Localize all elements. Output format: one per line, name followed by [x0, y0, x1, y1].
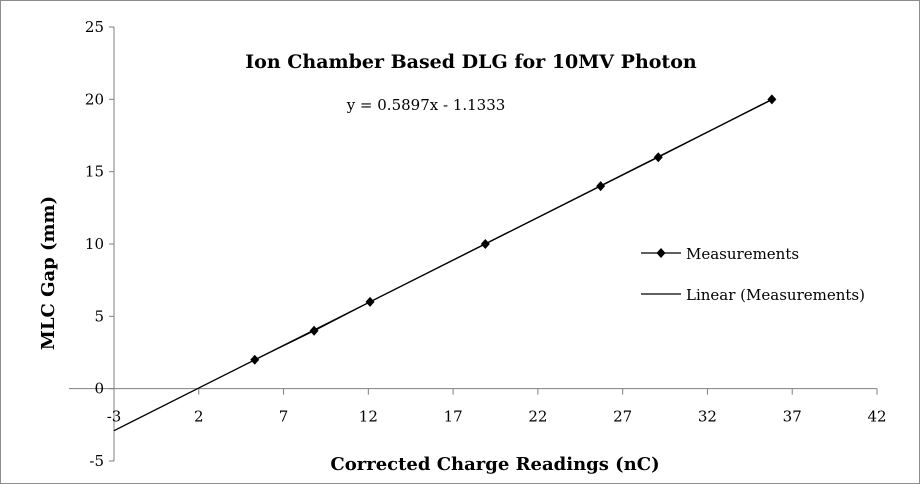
data-point-measurement — [480, 239, 490, 249]
x-tick-label: 27 — [613, 408, 632, 426]
chart-title: Ion Chamber Based DLG for 10MV Photon — [245, 51, 697, 73]
data-point-measurement — [250, 354, 260, 365]
data-point-measurement — [596, 181, 606, 192]
y-tick-label: -5 — [89, 452, 104, 470]
legend-measurements-marker — [656, 248, 666, 258]
legend-item-linear: Linear (Measurements) — [641, 286, 865, 304]
legend-item-measurements: Measurements — [641, 245, 799, 263]
x-tick-label: 17 — [444, 408, 463, 426]
x-axis-title: Corrected Charge Readings (nC) — [330, 454, 659, 475]
x-tick-label: 12 — [359, 408, 378, 426]
data-point-measurement — [653, 152, 663, 163]
plot-area — [113, 94, 777, 432]
y-tick-label: 15 — [85, 163, 104, 181]
legend-linear-label: Linear (Measurements) — [686, 286, 865, 304]
y-tick-label: 10 — [85, 235, 104, 253]
y-tick-label: 25 — [85, 18, 104, 36]
data-point-measurement — [365, 296, 375, 307]
data-point-measurement — [309, 325, 319, 336]
x-tick-label: 2 — [194, 408, 204, 426]
y-tick-label: 5 — [94, 307, 104, 325]
legend-measurements-label: Measurements — [686, 245, 799, 263]
data-point-measurement — [767, 94, 777, 105]
x-tick-label: 22 — [528, 408, 547, 426]
y-axis-title: MLC Gap (mm) — [38, 196, 59, 350]
legend: Measurements Linear (Measurements) — [641, 245, 865, 304]
y-tick-label: 0 — [94, 380, 104, 398]
x-tick-label: 7 — [279, 408, 289, 426]
x-tick-label: 32 — [698, 408, 717, 426]
y-tick-label: 20 — [85, 90, 104, 108]
trendline-equation: y = 0.5897x - 1.1333 — [346, 96, 506, 114]
x-tick-label: 42 — [867, 408, 886, 426]
x-tick-label: -3 — [107, 408, 122, 426]
x-tick-label: 37 — [783, 408, 802, 426]
